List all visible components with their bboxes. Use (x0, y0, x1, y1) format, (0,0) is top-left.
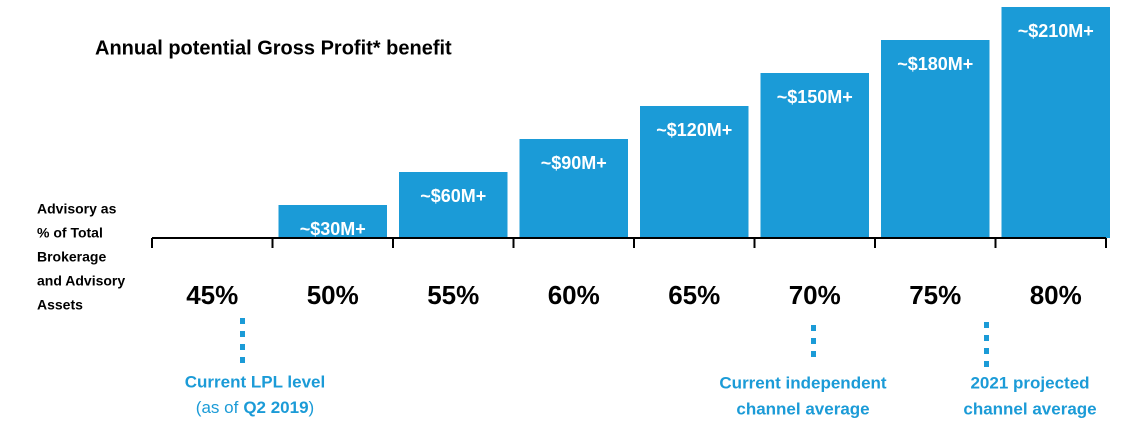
category-label: 45% (186, 280, 238, 310)
value-label: ~$90M+ (541, 153, 607, 173)
dotted-leader (984, 322, 989, 328)
bar (399, 172, 508, 238)
category-label: 75% (909, 280, 961, 310)
dotted-leader (984, 348, 989, 354)
dotted-leader (811, 325, 816, 331)
value-label: ~$180M+ (897, 54, 973, 74)
category-label: 60% (548, 280, 600, 310)
axis-label: Assets (37, 297, 83, 313)
axis-label: Brokerage (37, 249, 106, 265)
dotted-leader (240, 344, 245, 350)
value-label: ~$150M+ (777, 87, 853, 107)
category-label: 65% (668, 280, 720, 310)
axis-label: % of Total (37, 225, 103, 241)
dotted-leader (984, 335, 989, 341)
dotted-leader (240, 331, 245, 337)
category-label: 55% (427, 280, 479, 310)
annotation: channel average (963, 399, 1096, 418)
dotted-leader (984, 361, 989, 367)
value-label: ~$30M+ (300, 219, 366, 239)
value-label: ~$120M+ (656, 120, 732, 140)
category-label: 50% (307, 280, 359, 310)
bar (519, 139, 628, 238)
bar (640, 106, 749, 238)
annotation-note-part: ) (309, 398, 315, 417)
chart-title: Annual potential Gross Profit* benefit (95, 37, 452, 59)
axis-label: Advisory as (37, 201, 117, 217)
bar (278, 205, 387, 238)
dotted-leader (240, 318, 245, 324)
value-label: ~$210M+ (1018, 21, 1094, 41)
annotation: Current LPL level (185, 372, 325, 391)
axis-label: and Advisory (37, 273, 125, 289)
annotation-note-part: Q2 2019 (243, 398, 308, 417)
annotation-note-part: (as of (196, 398, 239, 417)
dotted-leader (811, 351, 816, 357)
annotation: channel average (736, 399, 869, 418)
category-label: 70% (789, 280, 841, 310)
annotation: 2021 projected (970, 373, 1089, 392)
category-label: 80% (1030, 280, 1082, 310)
dotted-leader (240, 357, 245, 363)
dotted-leader (811, 338, 816, 344)
bar (1001, 7, 1110, 238)
annotation-note: (as of Q2 2019) (196, 398, 314, 417)
bar (760, 73, 869, 238)
bar (881, 40, 990, 238)
annotation: Current independent (719, 373, 887, 392)
value-label: ~$60M+ (420, 186, 486, 206)
